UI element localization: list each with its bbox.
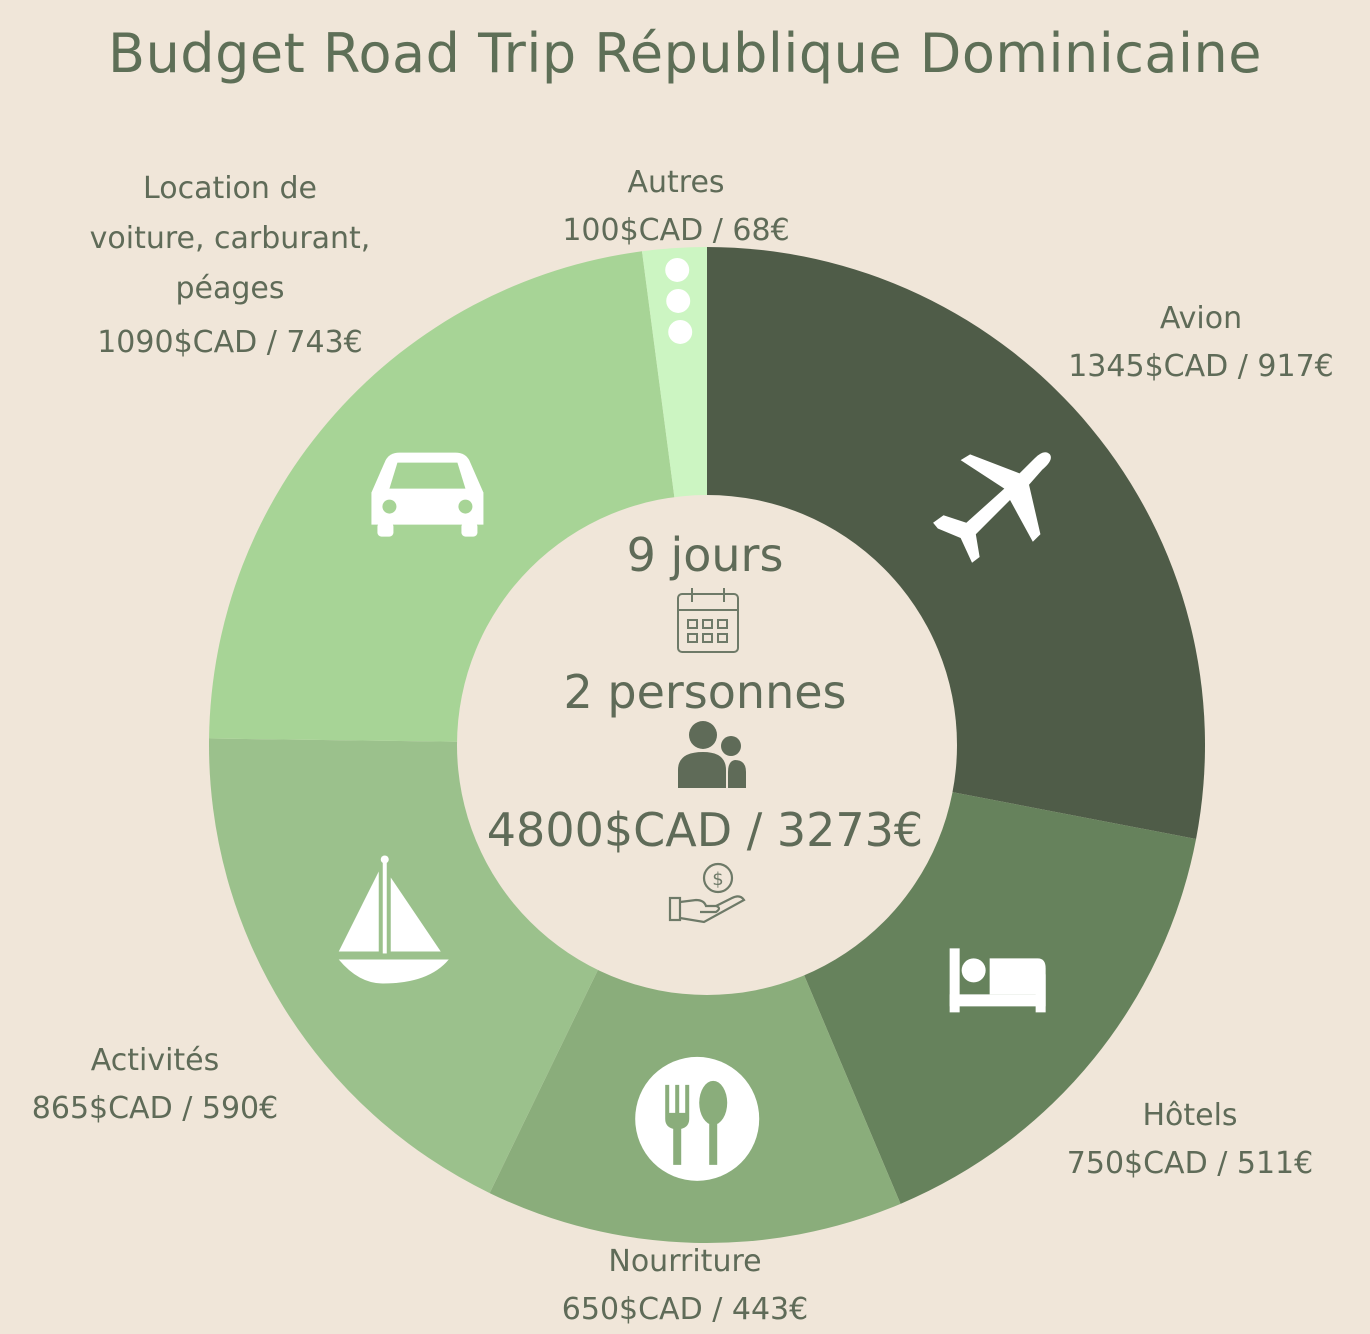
svg-text:$: $ xyxy=(712,869,723,890)
money-hand-icon: $ xyxy=(668,862,746,924)
label-location-amount: 1090$CAD / 743€ xyxy=(97,325,363,360)
label-avion-amount: 1345$CAD / 917€ xyxy=(1068,349,1334,384)
label-hotels-name: Hôtels xyxy=(1142,1098,1238,1133)
more-dots-icon xyxy=(665,257,693,344)
label-avion: Avion 1345$CAD / 917€ xyxy=(1056,294,1346,390)
calendar-icon xyxy=(677,588,739,653)
label-activites-name: Activités xyxy=(90,1043,220,1078)
car-icon xyxy=(371,452,484,537)
label-activites-amount: 865$CAD / 590€ xyxy=(31,1091,279,1126)
label-nourriture-name: Nourriture xyxy=(608,1244,762,1279)
label-location-name: Location de voiture, carburant, péages xyxy=(89,171,371,306)
center-total: 4800$CAD / 3273€ xyxy=(486,803,924,857)
label-location: Location de voiture, carburant, péages 1… xyxy=(70,164,390,366)
center-days: 9 jours xyxy=(626,528,784,582)
label-nourriture: Nourriture 650$CAD / 443€ xyxy=(540,1237,830,1333)
label-avion-name: Avion xyxy=(1159,301,1243,336)
center-people: 2 personnes xyxy=(563,665,847,719)
label-autres-name: Autres xyxy=(627,165,725,200)
airplane-icon xyxy=(933,452,1051,563)
label-nourriture-amount: 650$CAD / 443€ xyxy=(561,1292,809,1327)
sailboat-icon xyxy=(338,855,449,984)
bed-icon xyxy=(949,948,1046,1013)
plate-utensils-icon xyxy=(635,1056,760,1181)
label-autres-amount: 100$CAD / 68€ xyxy=(562,213,790,248)
label-hotels-amount: 750$CAD / 511€ xyxy=(1066,1146,1314,1181)
label-activites: Activités 865$CAD / 590€ xyxy=(10,1036,300,1132)
label-autres: Autres 100$CAD / 68€ xyxy=(526,158,826,254)
chart-title: Budget Road Trip République Dominicaine xyxy=(108,22,1262,85)
people-icon xyxy=(678,721,746,788)
label-hotels: Hôtels 750$CAD / 511€ xyxy=(1045,1091,1335,1187)
